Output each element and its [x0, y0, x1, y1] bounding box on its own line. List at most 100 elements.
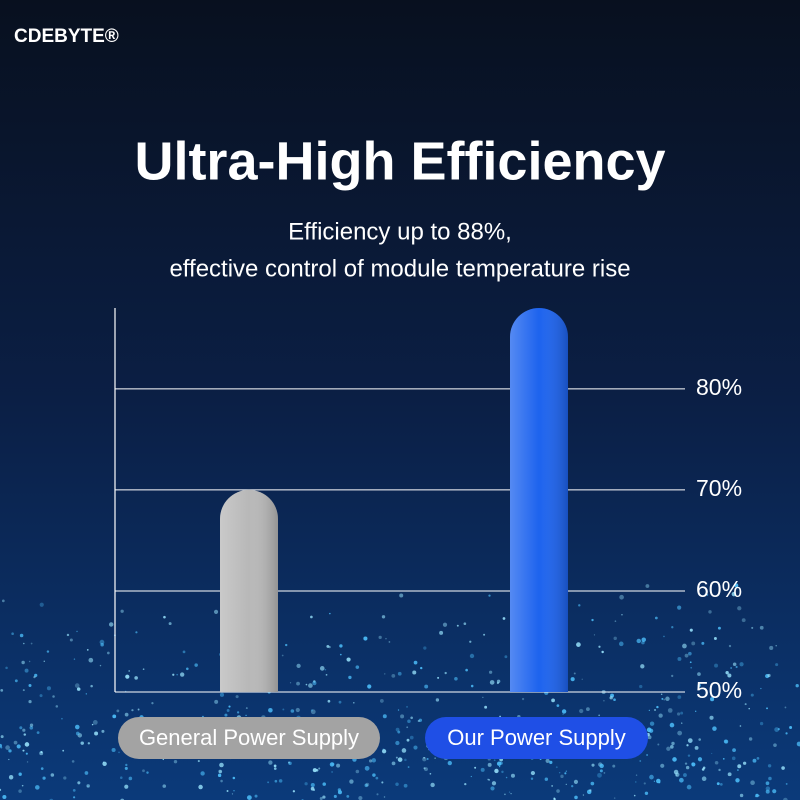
- particle: [785, 782, 788, 785]
- particle: [310, 709, 316, 715]
- particle: [667, 708, 673, 713]
- particle: [39, 602, 44, 607]
- particle: [107, 651, 110, 655]
- particle: [549, 760, 553, 765]
- particle: [338, 700, 342, 704]
- particle: [288, 761, 292, 766]
- particle: [75, 731, 80, 736]
- particle: [570, 677, 575, 682]
- particle: [686, 784, 692, 790]
- plot: 50% 60% 70% 80% General Power Supply Our Powe…: [115, 308, 742, 759]
- particle: [469, 653, 475, 659]
- particle: [488, 779, 490, 781]
- particle: [597, 772, 602, 778]
- particle: [648, 709, 651, 712]
- particle: [395, 727, 400, 732]
- particle: [322, 782, 326, 786]
- particle: [388, 641, 391, 643]
- particle: [741, 618, 746, 623]
- particle: [732, 662, 737, 667]
- particle: [423, 756, 425, 759]
- particle: [599, 769, 603, 773]
- particle: [305, 683, 308, 686]
- particle: [62, 749, 65, 752]
- particle: [603, 772, 606, 774]
- particle: [194, 663, 198, 667]
- particle: [505, 776, 508, 779]
- particle: [423, 767, 426, 770]
- particle: [312, 681, 317, 686]
- particle: [406, 705, 408, 708]
- particle: [561, 709, 567, 714]
- particle: [612, 764, 616, 768]
- particle: [376, 793, 379, 796]
- particle: [14, 679, 18, 683]
- particle: [326, 644, 330, 648]
- particle: [685, 765, 690, 770]
- particle: [76, 687, 81, 691]
- particle: [322, 795, 326, 799]
- particle: [686, 744, 689, 747]
- particle: [765, 786, 771, 791]
- particle: [355, 769, 360, 774]
- particle: [22, 749, 25, 752]
- particle: [5, 666, 8, 670]
- particle: [13, 740, 18, 745]
- particle: [94, 731, 99, 736]
- particle: [124, 766, 128, 770]
- particle: [128, 670, 131, 672]
- chart-title: Ultra-High Efficiency: [134, 131, 665, 191]
- particle: [33, 675, 36, 679]
- particle: [766, 707, 768, 710]
- particle: [219, 692, 225, 697]
- particle: [420, 666, 423, 670]
- particle: [172, 673, 175, 676]
- particle: [677, 605, 682, 610]
- particle: [50, 773, 55, 777]
- particle: [444, 671, 447, 675]
- particle: [774, 727, 780, 733]
- particle: [698, 738, 701, 741]
- particle: [401, 748, 407, 753]
- particle: [767, 673, 771, 678]
- particle: [465, 668, 468, 672]
- particle: [645, 584, 650, 588]
- particle: [501, 770, 504, 774]
- particle: [474, 766, 477, 769]
- particle: [619, 594, 624, 600]
- particle: [381, 615, 386, 619]
- particle: [22, 689, 25, 692]
- particle: [795, 684, 799, 688]
- particle: [30, 642, 33, 645]
- particle: [765, 789, 770, 794]
- particle: [80, 741, 84, 745]
- particle: [636, 638, 642, 644]
- particle: [639, 684, 643, 689]
- particle: [87, 742, 91, 745]
- particle: [494, 768, 499, 774]
- particle: [310, 783, 315, 788]
- particle: [11, 632, 14, 635]
- particle: [739, 662, 744, 667]
- particle: [560, 774, 564, 779]
- particle: [735, 665, 738, 669]
- particle: [85, 693, 87, 695]
- particle: [718, 768, 721, 772]
- particle: [43, 660, 45, 662]
- particle: [496, 681, 499, 685]
- particle: [333, 794, 337, 798]
- particle: [756, 757, 760, 760]
- particle: [285, 643, 288, 647]
- particle: [8, 775, 14, 780]
- particle: [530, 777, 534, 780]
- particle: [510, 773, 515, 778]
- particle: [562, 713, 564, 715]
- particle: [755, 793, 759, 798]
- particle: [308, 683, 313, 688]
- x-tick-label: Our Power Supply: [447, 725, 626, 750]
- particle: [430, 782, 435, 788]
- particle: [709, 715, 714, 720]
- particle: [349, 779, 354, 784]
- particle: [660, 693, 663, 695]
- particle: [310, 709, 314, 712]
